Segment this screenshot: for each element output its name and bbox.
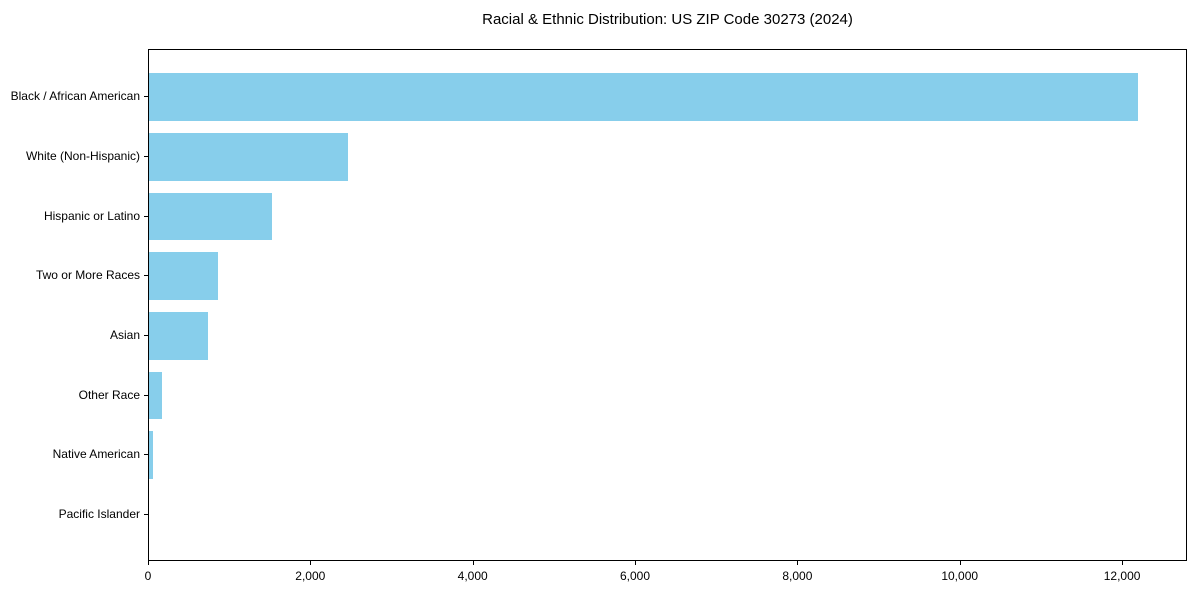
y-tick-mark	[144, 275, 148, 277]
bar	[149, 192, 273, 241]
y-tick-mark	[144, 394, 148, 396]
bar	[149, 73, 1138, 121]
y-tick-mark	[144, 96, 148, 98]
chart-title: Racial & Ethnic Distribution: US ZIP Cod…	[482, 11, 853, 28]
y-tick-mark	[144, 155, 148, 157]
x-tick-label: 0	[144, 569, 152, 583]
y-tick-label: Native American	[52, 447, 140, 462]
bar	[149, 431, 154, 479]
x-tick-label: 8,000	[782, 569, 813, 583]
y-tick-mark	[144, 454, 148, 456]
x-tick-label: 4,000	[457, 569, 488, 583]
y-tick-label: Two or More Races	[35, 268, 140, 283]
x-tick-mark	[148, 561, 149, 565]
bar	[149, 252, 218, 300]
y-tick-mark	[144, 334, 148, 336]
plot-area	[148, 49, 1187, 561]
x-tick-label: 2,000	[295, 569, 326, 583]
x-tick-mark	[310, 561, 312, 565]
bar	[149, 132, 348, 181]
x-tick-mark	[472, 561, 474, 565]
x-tick-label: 6,000	[619, 569, 651, 583]
y-tick-label: Black / African American	[10, 89, 140, 104]
x-tick-label: 10,000	[941, 569, 979, 583]
x-tick-label: 12,000	[1103, 569, 1141, 583]
x-tick-mark	[635, 561, 636, 565]
y-tick-label: White (Non-Hispanic)	[25, 148, 140, 163]
y-tick-label: Hispanic or Latino	[43, 208, 140, 223]
y-tick-label: Asian	[109, 327, 140, 342]
x-tick-mark	[1122, 561, 1124, 565]
y-tick-label: Pacific Islander	[58, 506, 140, 521]
bar	[149, 312, 209, 360]
y-tick-mark	[144, 215, 148, 217]
bar	[149, 371, 162, 420]
x-tick-mark	[797, 561, 799, 565]
x-tick-mark	[959, 561, 961, 565]
y-tick-mark	[144, 513, 148, 515]
y-tick-label: Other Race	[78, 387, 140, 402]
